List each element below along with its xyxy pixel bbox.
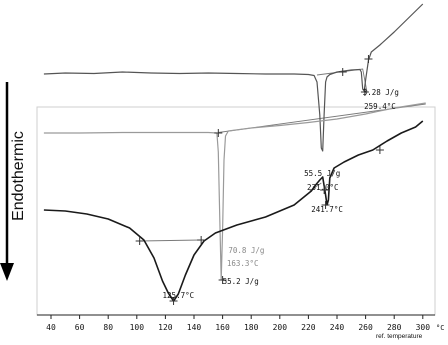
series-group <box>43 3 426 302</box>
annotation-1: 3.28 J/g <box>363 88 399 97</box>
down-arrow-icon <box>0 82 14 281</box>
x-ticks-group: 40 60 80 100 120 140 160 180 200 220 240 260 280 300 <box>46 315 430 332</box>
annotation-5: 241.7°C <box>311 205 343 214</box>
annotations-group: 3.28 J/g 259.4°C 55.5 J/g 231.0°C 241.7°C 70.… <box>163 88 399 300</box>
marker-3 <box>360 88 369 96</box>
x-tick-label-300: 300 <box>416 323 431 332</box>
x-tick-label-120: 120 <box>158 323 173 332</box>
annotation-9: 125.7°C <box>163 291 195 300</box>
x-tick-label-80: 80 <box>103 323 113 332</box>
annotation-7: 163.3°C <box>227 259 259 268</box>
markers-group <box>135 55 384 305</box>
annotation-3: 55.5 J/g <box>304 169 340 178</box>
marker-2 <box>321 201 330 209</box>
marker-5 <box>338 68 347 76</box>
arrow-head <box>0 263 14 281</box>
marker-1 <box>320 186 329 194</box>
marker-6 <box>218 276 227 284</box>
x-tick-label-220: 220 <box>301 323 316 332</box>
baseline-3 <box>139 239 202 242</box>
x-unit: °C <box>436 324 444 332</box>
marker-4 <box>364 55 373 63</box>
annotation-4: 231.0°C <box>307 183 339 192</box>
annotation-8: 55.2 J/g <box>223 277 259 286</box>
annotation-6: 70.8 J/g <box>228 246 264 255</box>
marker-7 <box>214 129 223 137</box>
x-tick-label-160: 160 <box>215 323 230 332</box>
x-tick-label-240: 240 <box>330 323 345 332</box>
x-tick-label-40: 40 <box>46 323 56 332</box>
x-axis-label: ref. temperature <box>376 333 423 340</box>
x-tick-label-60: 60 <box>75 323 85 332</box>
marker-8 <box>169 297 178 305</box>
series-line-3 <box>43 120 424 302</box>
marker-11 <box>375 146 384 154</box>
x-tick-label-180: 180 <box>244 323 259 332</box>
x-tick-label-280: 280 <box>387 323 402 332</box>
x-tick-label-200: 200 <box>273 323 288 332</box>
x-tick-label-260: 260 <box>358 323 373 332</box>
annotation-2: 259.4°C <box>364 102 396 111</box>
series-line-1 <box>43 3 424 152</box>
marker-9 <box>135 237 144 245</box>
x-tick-label-100: 100 <box>130 323 145 332</box>
marker-10 <box>197 236 206 244</box>
x-tick-label-140: 140 <box>187 323 202 332</box>
